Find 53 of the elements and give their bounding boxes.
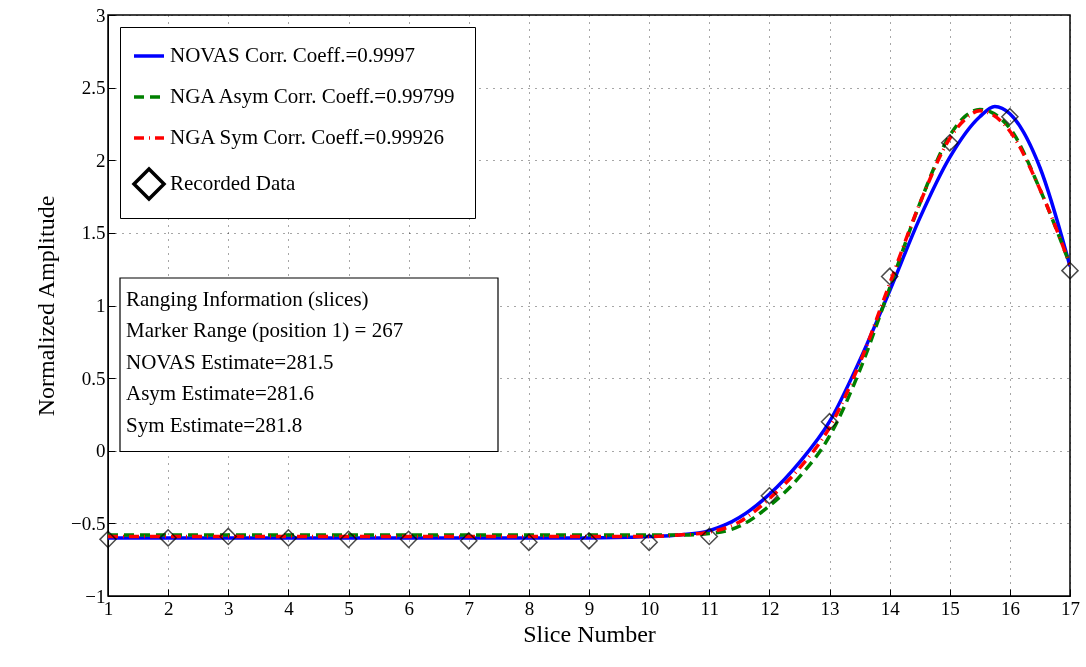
- point: [459, 531, 478, 550]
- point: [1001, 107, 1019, 126]
- point: [700, 527, 719, 546]
- x-tick-label: 2: [163, 597, 174, 619]
- x-tick-label: 16: [1000, 597, 1020, 619]
- point: [520, 533, 538, 552]
- annotation: Sym Estimate=281.8: [126, 412, 303, 437]
- x-tick-label: 17: [1061, 597, 1080, 619]
- legend-label: NOVAS Corr. Coeff.=0.9997: [170, 43, 415, 67]
- point: [820, 412, 839, 431]
- x-tick-label: 12: [760, 597, 780, 619]
- point: [279, 529, 298, 547]
- y-tick-label: 3: [96, 4, 106, 26]
- point: [99, 530, 117, 549]
- y-axis-title: Normalized Amplitude: [33, 195, 60, 417]
- point: [1061, 261, 1079, 280]
- x-tick-label: 4: [284, 597, 295, 619]
- x-tick-label: 10: [640, 597, 660, 619]
- x-tick-label: 6: [404, 597, 414, 619]
- point: [399, 530, 418, 549]
- point: [219, 527, 238, 546]
- x-tick-label: 15: [940, 597, 960, 619]
- point: [159, 529, 177, 547]
- x-tick-label: 14: [880, 597, 901, 619]
- y-tick-label: 0: [96, 440, 106, 462]
- x-tick-label: 3: [224, 597, 234, 619]
- x-tick-label: 7: [464, 597, 474, 619]
- annotation: Ranging Information (slices): [126, 286, 369, 311]
- legend-label: NGA Asym Corr. Coeff.=0.99799: [170, 84, 455, 108]
- legend-label: Recorded Data: [170, 171, 297, 195]
- point: [940, 134, 959, 152]
- point: [760, 486, 779, 505]
- x-tick-label: 13: [820, 597, 840, 619]
- y-tick-label: 1: [96, 295, 106, 316]
- y-tick-label: 0.5: [81, 367, 106, 389]
- y-tick-label: 2.5: [81, 77, 106, 99]
- legend-label: NGA Sym Corr. Coeff.=0.99926: [170, 125, 444, 149]
- x-axis-title: Slice Number: [523, 620, 656, 647]
- annotation: Marker Range (position 1) = 267: [126, 318, 404, 343]
- annotation: NOVAS Estimate=281.5: [126, 349, 334, 374]
- point: [339, 530, 358, 549]
- point: [880, 267, 899, 286]
- point: [580, 531, 598, 550]
- x-tick-label: 9: [584, 597, 595, 619]
- y-tick-label: −1: [85, 585, 106, 607]
- x-tick-label: 8: [524, 597, 535, 619]
- point: [640, 533, 658, 552]
- y-tick-label: 2: [96, 149, 106, 171]
- y-tick-label: 1.5: [81, 222, 106, 244]
- y-tick-label: −0.5: [71, 512, 106, 534]
- x-tick-label: 5: [344, 597, 354, 619]
- annotation: Asym Estimate=281.6: [126, 381, 314, 406]
- x-tick-label: 11: [700, 597, 719, 619]
